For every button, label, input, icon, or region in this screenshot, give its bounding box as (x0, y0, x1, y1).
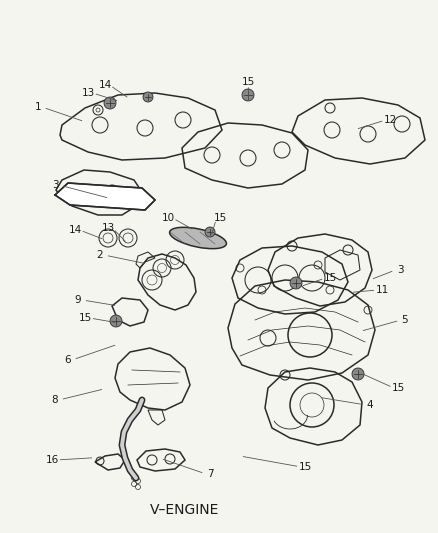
Text: 14: 14 (68, 225, 81, 235)
Text: 5: 5 (402, 315, 408, 325)
Ellipse shape (170, 228, 226, 249)
Text: 6: 6 (65, 355, 71, 365)
Text: 4: 4 (367, 400, 373, 410)
Text: 15: 15 (392, 383, 405, 393)
Text: 13: 13 (81, 88, 95, 98)
Circle shape (104, 97, 116, 109)
Text: 13: 13 (101, 223, 115, 233)
Text: 9: 9 (75, 295, 81, 305)
Text: 10: 10 (162, 213, 175, 223)
Circle shape (110, 315, 122, 327)
Text: 15: 15 (213, 213, 226, 223)
Circle shape (143, 92, 153, 102)
Text: 3: 3 (52, 180, 58, 190)
Text: 1: 1 (35, 102, 41, 112)
Circle shape (352, 368, 364, 380)
Polygon shape (55, 183, 155, 210)
Circle shape (242, 89, 254, 101)
Text: 3: 3 (397, 265, 403, 275)
Circle shape (205, 227, 215, 237)
Text: V–ENGINE: V–ENGINE (150, 503, 220, 517)
Text: 11: 11 (375, 285, 389, 295)
Text: 15: 15 (323, 273, 337, 283)
Text: 2: 2 (97, 250, 103, 260)
Text: 14: 14 (99, 80, 112, 90)
Text: 8: 8 (52, 395, 58, 405)
Text: 15: 15 (78, 313, 92, 323)
Text: 15: 15 (298, 462, 311, 472)
Text: 12: 12 (383, 115, 397, 125)
Circle shape (290, 277, 302, 289)
Text: 15: 15 (241, 77, 254, 87)
Text: 16: 16 (46, 455, 59, 465)
Text: 7: 7 (207, 469, 213, 479)
